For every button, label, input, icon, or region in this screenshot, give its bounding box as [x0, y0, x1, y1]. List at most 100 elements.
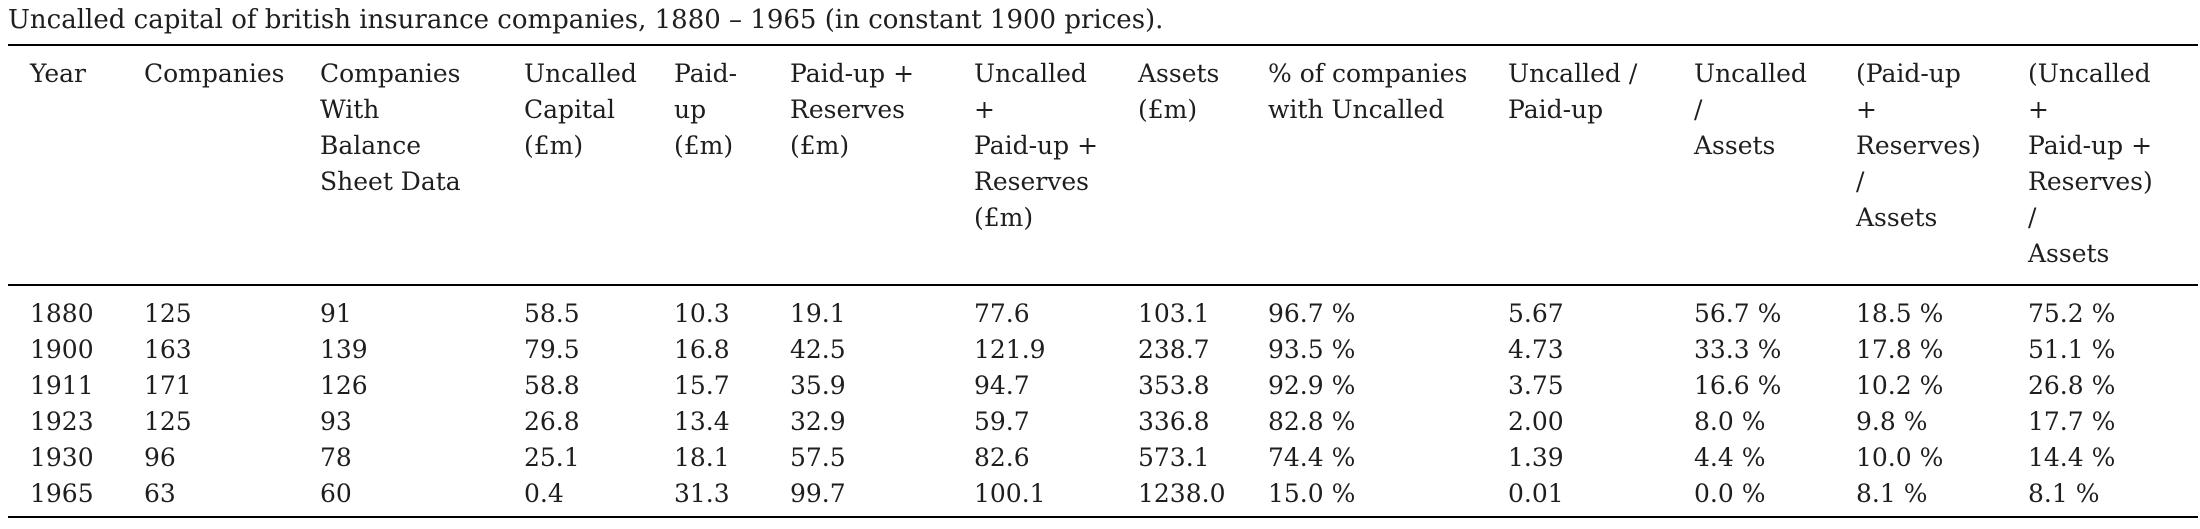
table-cell: 35.9 [790, 371, 846, 400]
table-cell: 1930 [30, 443, 94, 472]
table-cell: 78 [320, 443, 352, 472]
table-cell: 82.8 % [1268, 407, 1356, 436]
table-cell: 79.5 [524, 335, 580, 364]
column-header: Paid-up + Reserves (£m) [756, 44, 940, 286]
column-header-line: (Uncalled [2028, 59, 2151, 88]
table-cell: 16.6 % [1694, 371, 1782, 400]
table-cell: 57.5 [790, 443, 846, 472]
table-row: 1930 96 78 25.1 18.1 57.5 82.6 573.1 74.4 % 1.39 4… [8, 440, 2198, 476]
table-row: 1923 125 93 26.8 13.4 32.9 59.7 336.8 82.8 % 2.00… [8, 404, 2198, 440]
table-cell: 126 [320, 371, 368, 400]
table-cell: 33.3 % [1694, 335, 1782, 364]
table-cell: 75.2 % [2028, 299, 2116, 328]
table-cell: 56.7 % [1694, 299, 1782, 328]
table-cell: 59.7 [974, 407, 1030, 436]
table-cell: 15.0 % [1234, 476, 1474, 518]
column-header-line: (£m) [1138, 95, 1198, 124]
table-cell: 25.1 [524, 443, 580, 472]
table-cell: 18.5 % [1856, 299, 1944, 328]
table-cell: 96.7 % [1268, 299, 1356, 328]
column-header: Companies With Balance Sheet Data [286, 44, 490, 286]
column-header-line: % of companies [1268, 59, 1468, 88]
column-header-line: (Paid-up [1856, 59, 1961, 88]
column-header-line: Companies [144, 59, 285, 88]
table-cell: 60 [286, 476, 490, 518]
table-cell: 125 [144, 299, 192, 328]
column-header-line: + [974, 95, 995, 124]
table-cell: 26.8 % [2028, 371, 2116, 400]
column-header-line: Uncalled [974, 59, 1087, 88]
table-cell: 91 [320, 299, 352, 328]
column-header-line: Uncalled [524, 59, 637, 88]
insurance-capital-table: Year Companies Companies With Balance Sheet D… [8, 44, 2198, 518]
column-header-line: (£m) [524, 131, 584, 160]
column-header-line: Reserves [974, 167, 1089, 196]
table-cell: 573.1 [1138, 443, 1210, 472]
column-header-line: Assets [1694, 131, 1776, 160]
table-cell: 17.7 % [2028, 407, 2116, 436]
column-header-line: + [1856, 95, 1877, 124]
column-header: Uncalled Capital (£m) [490, 44, 640, 286]
table-cell: 4.4 % [1694, 443, 1766, 472]
table-cell: 8.0 % [1694, 407, 1766, 436]
table-cell: 74.4 % [1268, 443, 1356, 472]
column-header: (Uncalled + Paid-up + Reserves) / Assets [1994, 44, 2198, 286]
column-header-line: with Uncalled [1268, 95, 1445, 124]
column-header-line: (£m) [790, 131, 850, 160]
column-header-line: Year [30, 59, 86, 88]
table-cell: 58.8 [524, 371, 580, 400]
table-cell: 10.3 [674, 299, 730, 328]
column-header: Uncalled + Paid-up + Reserves (£m) [940, 44, 1104, 286]
table-cell: 171 [144, 371, 192, 400]
column-header-line: Reserves [790, 95, 905, 124]
table-cell: 0.0 % [1660, 476, 1822, 518]
table-cell: 0.01 [1474, 476, 1660, 518]
table-cell: 10.0 % [1856, 443, 1944, 472]
column-header-line: (£m) [974, 203, 1034, 232]
column-header-line: up [674, 95, 707, 124]
table-cell: 10.2 % [1856, 371, 1944, 400]
column-header: Assets (£m) [1104, 44, 1234, 286]
table-cell: 5.67 [1508, 299, 1564, 328]
column-header: (Paid-up + Reserves) / Assets [1822, 44, 1994, 286]
table-row: 1911 171 126 58.8 15.7 35.9 94.7 353.8 92.9 % 3.7… [8, 368, 2198, 404]
table-cell: 92.9 % [1268, 371, 1356, 400]
table-cell: 31.3 [640, 476, 756, 518]
table-cell: 13.4 [674, 407, 730, 436]
table-cell: 16.8 [674, 335, 730, 364]
table-cell: 1965 [8, 476, 110, 518]
table-cell: 121.9 [974, 335, 1046, 364]
table-cell: 8.1 % [1822, 476, 1994, 518]
table-cell: 51.1 % [2028, 335, 2116, 364]
table-cell: 125 [144, 407, 192, 436]
column-header: Uncalled / Assets [1660, 44, 1822, 286]
table-caption: Uncalled capital of british insurance co… [8, 5, 1164, 35]
table-cell: 336.8 [1138, 407, 1210, 436]
table-cell: 353.8 [1138, 371, 1210, 400]
column-header-line: Companies [320, 59, 461, 88]
table-body: 1880 125 91 58.5 10.3 19.1 77.6 103.1 96.7 % 5.67… [8, 285, 2198, 518]
column-header-line: With [320, 95, 380, 124]
table-cell: 19.1 [790, 299, 846, 328]
column-header-line: Balance [320, 131, 422, 160]
column-header-line: Paid-up + [974, 131, 1099, 160]
table-cell: 1880 [30, 299, 94, 328]
column-header: Paid-up (£m) [640, 44, 756, 286]
table-cell: 99.7 [756, 476, 940, 518]
column-header-line: Assets [1138, 59, 1220, 88]
table-cell: 1.39 [1508, 443, 1564, 472]
column-header-line: / [1856, 167, 1865, 196]
column-header-line: Uncalled / [1508, 59, 1638, 88]
table-cell: 100.1 [940, 476, 1104, 518]
table-cell: 4.73 [1508, 335, 1564, 364]
table-cell: 58.5 [524, 299, 580, 328]
table-cell: 163 [144, 335, 192, 364]
column-header-line: (£m) [674, 131, 734, 160]
column-header-line: Paid-up [1508, 95, 1604, 124]
column-header-line: Capital [524, 95, 615, 124]
column-header-line: Paid-up + [790, 59, 915, 88]
table-cell: 18.1 [674, 443, 730, 472]
table-cell: 15.7 [674, 371, 730, 400]
table-cell: 139 [320, 335, 368, 364]
column-header-line: Reserves) [1856, 131, 1981, 160]
